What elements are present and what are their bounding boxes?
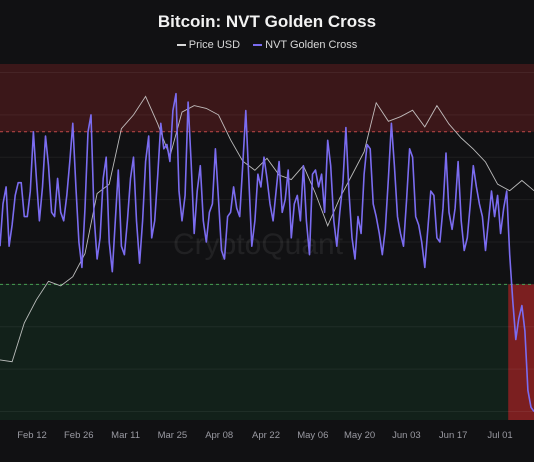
x-tick-label: Apr 22 [252, 430, 280, 441]
legend-item-price[interactable]: Price USD [176, 39, 241, 51]
series-nvt-line [0, 92, 534, 412]
x-tick-label: Apr 08 [205, 430, 233, 441]
legend: Price USD NVT Golden Cross [0, 39, 534, 51]
legend-label-nvt: NVT Golden Cross [265, 39, 358, 51]
legend-swatch-price [176, 44, 186, 47]
x-tick-label: Mar 11 [111, 430, 140, 441]
x-tick-label: Feb 12 [17, 430, 47, 441]
legend-swatch-nvt [253, 44, 263, 47]
x-tick-label: May 20 [344, 430, 375, 441]
lower-band [0, 284, 534, 420]
x-tick-label: Mar 25 [158, 430, 188, 441]
x-tick-label: May 06 [297, 430, 328, 441]
x-tick-label: Jul 01 [487, 430, 512, 441]
x-tick-label: Jun 17 [439, 430, 468, 441]
legend-label-price: Price USD [188, 39, 241, 51]
series-price-line [0, 95, 534, 363]
watermark-text: CryptoQuant [173, 228, 344, 261]
legend-item-nvt[interactable]: NVT Golden Cross [253, 39, 357, 51]
chart-title: Bitcoin: NVT Golden Cross [157, 12, 377, 31]
x-tick-label: Jun 03 [392, 430, 421, 441]
upper-band [0, 64, 534, 132]
x-tick-label: Feb 26 [64, 430, 94, 441]
